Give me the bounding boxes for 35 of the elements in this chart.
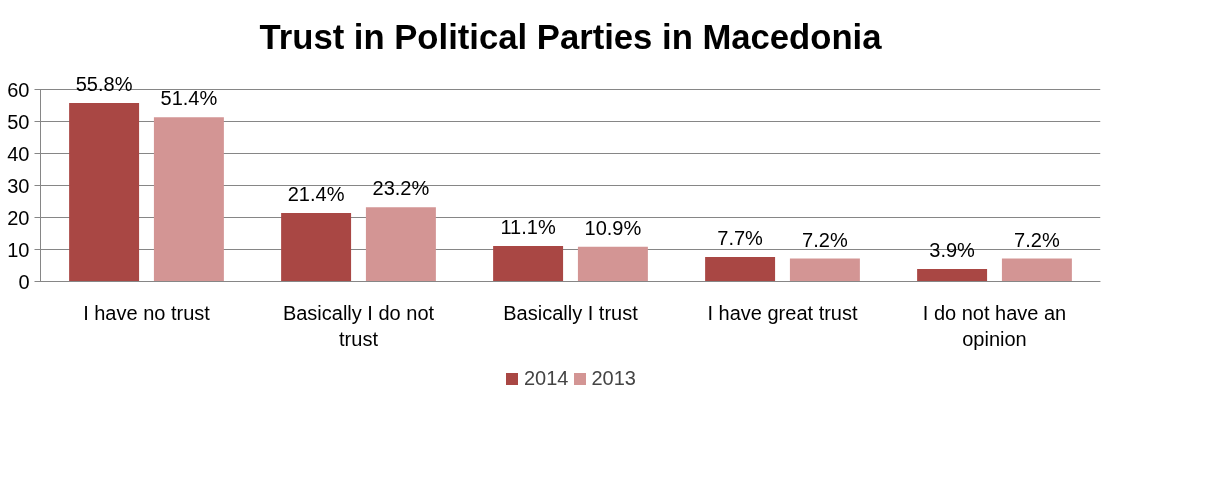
bar <box>577 246 648 282</box>
legend-label: 2013 <box>591 367 636 390</box>
y-tick-label: 50 <box>7 110 30 133</box>
bar <box>281 213 352 282</box>
data-label: 11.1% <box>500 216 556 239</box>
x-tick-label: I have great trust <box>707 301 858 324</box>
y-tick-label: 60 <box>7 78 30 101</box>
y-tick-label: 30 <box>7 174 30 197</box>
bar <box>365 207 436 282</box>
bar <box>917 269 988 282</box>
chart-title: Trust in Political Parties in Macedonia <box>259 17 883 56</box>
x-tick-label: Basically I trust <box>503 301 639 324</box>
y-tick-label: 40 <box>7 142 30 165</box>
x-tick-label: I do not have an opinion <box>922 301 1067 350</box>
y-tick-label: 10 <box>7 238 30 261</box>
data-label: 3.9% <box>929 239 976 262</box>
bar <box>1001 258 1072 282</box>
data-label: 51.4% <box>160 87 218 110</box>
legend-label: 2014 <box>524 367 569 390</box>
data-label: 55.8% <box>75 73 133 96</box>
bar <box>705 256 776 282</box>
bar <box>69 103 140 282</box>
data-label: 7.2% <box>1014 228 1060 251</box>
x-tick-label: Basically I do not trust <box>282 301 435 350</box>
data-label: 21.4% <box>287 183 345 206</box>
y-tick-label: 20 <box>7 206 30 229</box>
bar <box>789 258 860 282</box>
bar <box>153 117 224 282</box>
data-label: 10.9% <box>584 216 642 239</box>
bar <box>493 246 564 282</box>
x-tick-label: I have no trust <box>83 301 211 324</box>
data-label: 23.2% <box>372 177 430 200</box>
data-label: 7.2% <box>802 228 848 251</box>
data-label: 7.7% <box>717 226 764 249</box>
y-tick-label: 0 <box>18 270 30 293</box>
